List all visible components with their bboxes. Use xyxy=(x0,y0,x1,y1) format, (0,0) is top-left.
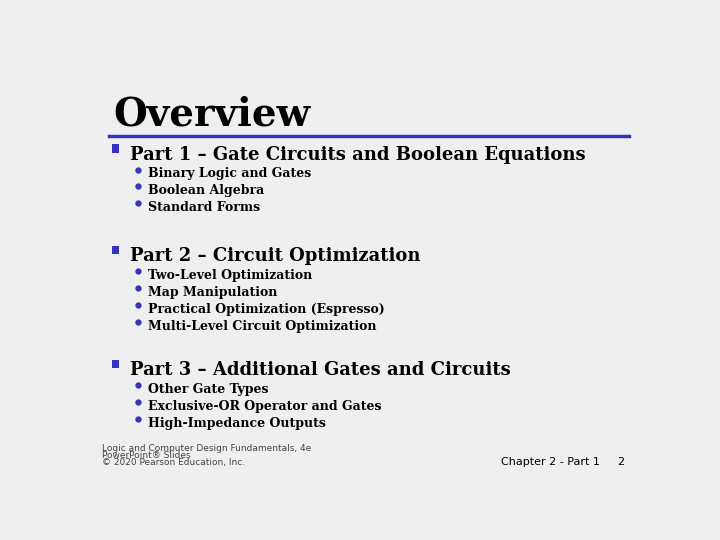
Text: High-Impedance Outputs: High-Impedance Outputs xyxy=(148,417,326,430)
Text: Part 3 – Additional Gates and Circuits: Part 3 – Additional Gates and Circuits xyxy=(130,361,511,379)
Text: Exclusive-OR Operator and Gates: Exclusive-OR Operator and Gates xyxy=(148,400,382,413)
Text: Logic and Computer Design Fundamentals, 4e: Logic and Computer Design Fundamentals, … xyxy=(102,444,311,453)
Text: Chapter 2 - Part 1: Chapter 2 - Part 1 xyxy=(500,457,600,467)
Text: Binary Logic and Gates: Binary Logic and Gates xyxy=(148,167,311,180)
Bar xyxy=(112,246,119,254)
Text: Standard Forms: Standard Forms xyxy=(148,201,260,214)
Text: Other Gate Types: Other Gate Types xyxy=(148,383,269,396)
Text: Part 2 – Circuit Optimization: Part 2 – Circuit Optimization xyxy=(130,247,420,265)
Text: Two-Level Optimization: Two-Level Optimization xyxy=(148,269,312,282)
Text: Multi-Level Circuit Optimization: Multi-Level Circuit Optimization xyxy=(148,320,377,333)
Bar xyxy=(112,144,119,153)
Bar xyxy=(112,360,119,368)
Text: 2: 2 xyxy=(618,457,625,467)
Text: Part 1 – Gate Circuits and Boolean Equations: Part 1 – Gate Circuits and Boolean Equat… xyxy=(130,146,586,164)
Text: © 2020 Pearson Education, Inc.: © 2020 Pearson Education, Inc. xyxy=(102,458,245,467)
Text: PowerPoint® Slides: PowerPoint® Slides xyxy=(102,451,190,460)
Text: Map Manipulation: Map Manipulation xyxy=(148,286,277,299)
Text: Overview: Overview xyxy=(113,96,310,133)
Text: Boolean Algebra: Boolean Algebra xyxy=(148,184,264,197)
Text: Practical Optimization (Espresso): Practical Optimization (Espresso) xyxy=(148,303,385,316)
